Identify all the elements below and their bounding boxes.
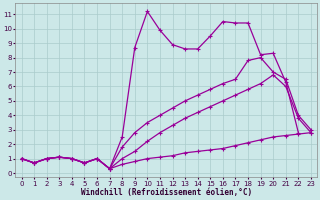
X-axis label: Windchill (Refroidissement éolien,°C): Windchill (Refroidissement éolien,°C) — [81, 188, 252, 197]
